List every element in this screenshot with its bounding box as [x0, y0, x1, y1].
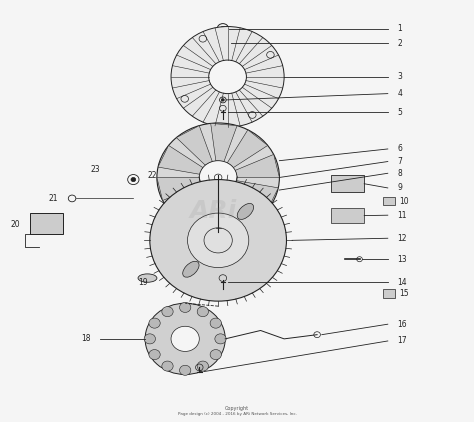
Circle shape — [220, 27, 225, 31]
Circle shape — [149, 349, 160, 360]
Circle shape — [162, 307, 173, 316]
Circle shape — [180, 303, 191, 312]
Bar — [30, 213, 63, 234]
Polygon shape — [169, 187, 209, 225]
Text: 13: 13 — [397, 255, 407, 264]
Text: 16: 16 — [397, 320, 407, 329]
Circle shape — [199, 161, 237, 194]
Text: 5: 5 — [397, 108, 402, 117]
Circle shape — [171, 326, 199, 352]
Circle shape — [215, 334, 226, 344]
Circle shape — [149, 318, 160, 328]
Text: 7: 7 — [397, 157, 402, 166]
Polygon shape — [176, 126, 212, 165]
Circle shape — [131, 178, 136, 181]
Polygon shape — [235, 154, 279, 178]
Polygon shape — [233, 181, 278, 209]
Bar — [331, 176, 364, 192]
Ellipse shape — [138, 274, 157, 282]
Circle shape — [145, 303, 225, 374]
Text: 3: 3 — [397, 72, 402, 81]
Text: 8: 8 — [397, 169, 402, 178]
Text: 21: 21 — [48, 194, 58, 203]
Text: 4: 4 — [397, 89, 402, 98]
Polygon shape — [157, 178, 201, 200]
Text: 9: 9 — [397, 184, 402, 192]
Ellipse shape — [237, 203, 254, 219]
Text: 20: 20 — [11, 220, 20, 229]
Polygon shape — [224, 190, 260, 229]
Circle shape — [210, 318, 221, 328]
Text: 11: 11 — [397, 211, 407, 220]
Text: 2: 2 — [397, 39, 402, 48]
Bar — [331, 208, 364, 223]
Text: 12: 12 — [397, 234, 407, 243]
Text: 6: 6 — [397, 144, 402, 154]
Circle shape — [150, 179, 286, 301]
Text: 23: 23 — [91, 165, 100, 173]
Bar — [383, 289, 395, 298]
Circle shape — [188, 213, 249, 268]
Ellipse shape — [182, 261, 199, 277]
Text: Page design (c) 2004 - 2016 by ARi Network Services, Inc.: Page design (c) 2004 - 2016 by ARi Netwo… — [178, 412, 296, 417]
Polygon shape — [199, 193, 226, 232]
Text: 17: 17 — [397, 336, 407, 346]
Bar — [383, 197, 395, 205]
Polygon shape — [210, 123, 237, 162]
Circle shape — [210, 349, 221, 360]
Text: 18: 18 — [82, 334, 91, 344]
Text: 15: 15 — [400, 289, 409, 298]
Text: 1: 1 — [397, 24, 402, 33]
Circle shape — [180, 365, 191, 375]
Circle shape — [162, 361, 173, 371]
Text: 22: 22 — [147, 171, 157, 180]
Polygon shape — [228, 130, 268, 168]
Text: Copyright: Copyright — [225, 406, 249, 411]
Circle shape — [157, 123, 279, 232]
Circle shape — [221, 99, 224, 101]
Text: 19: 19 — [138, 278, 148, 287]
Circle shape — [197, 361, 209, 371]
Text: 14: 14 — [397, 278, 407, 287]
Circle shape — [144, 334, 155, 344]
Polygon shape — [158, 146, 203, 174]
Circle shape — [209, 60, 246, 94]
Circle shape — [197, 307, 209, 316]
Circle shape — [171, 27, 284, 127]
Text: 10: 10 — [400, 197, 409, 206]
Text: ARi: ARi — [190, 199, 237, 223]
